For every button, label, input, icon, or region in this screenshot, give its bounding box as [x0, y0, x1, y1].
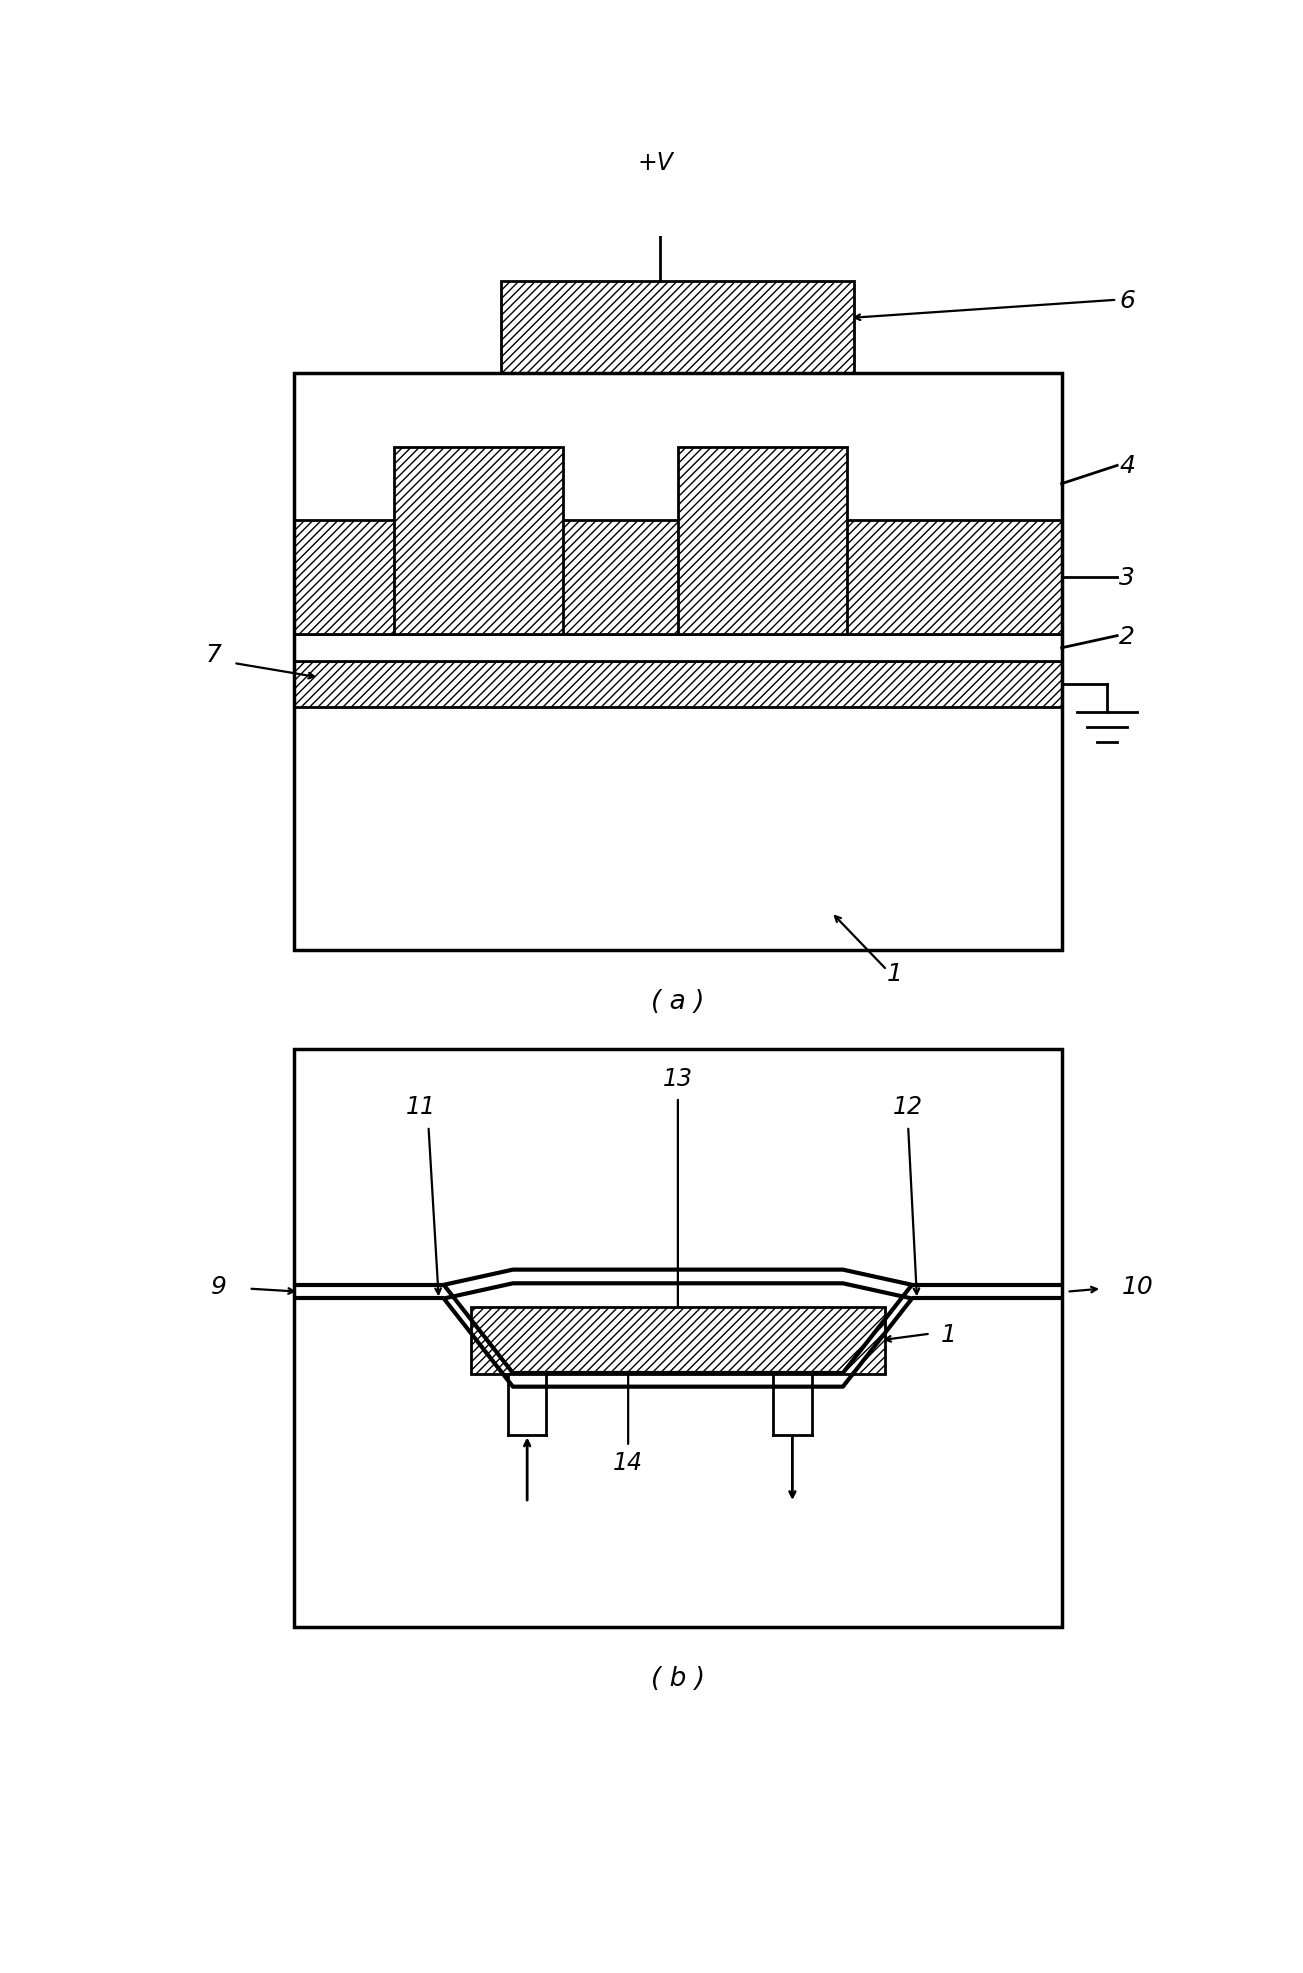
Text: 14: 14	[614, 1450, 644, 1474]
Text: 1: 1	[887, 961, 903, 986]
Bar	[394, 448, 563, 635]
Text: 9: 9	[211, 1275, 227, 1298]
Text: 4: 4	[1119, 454, 1135, 477]
Bar	[294, 1050, 1062, 1628]
Bar	[294, 635, 1062, 663]
Text: +V: +V	[637, 150, 674, 174]
Bar	[294, 708, 1062, 951]
Text: 10: 10	[1122, 1275, 1153, 1298]
Text: 6: 6	[1119, 288, 1135, 312]
Text: ( b ): ( b )	[652, 1665, 705, 1691]
Text: 1: 1	[941, 1322, 956, 1346]
Text: 11: 11	[405, 1095, 435, 1119]
Text: 3: 3	[1119, 566, 1135, 590]
Text: ( a ): ( a )	[652, 988, 705, 1014]
Text: 7: 7	[206, 643, 222, 667]
Text: 2: 2	[1119, 623, 1135, 649]
Bar	[294, 373, 1062, 951]
Bar	[502, 282, 855, 373]
Text: 13: 13	[663, 1065, 693, 1089]
Bar	[470, 1308, 885, 1373]
Bar	[678, 448, 847, 635]
Text: 12: 12	[893, 1095, 923, 1119]
Bar	[294, 521, 1062, 635]
Bar	[294, 663, 1062, 708]
